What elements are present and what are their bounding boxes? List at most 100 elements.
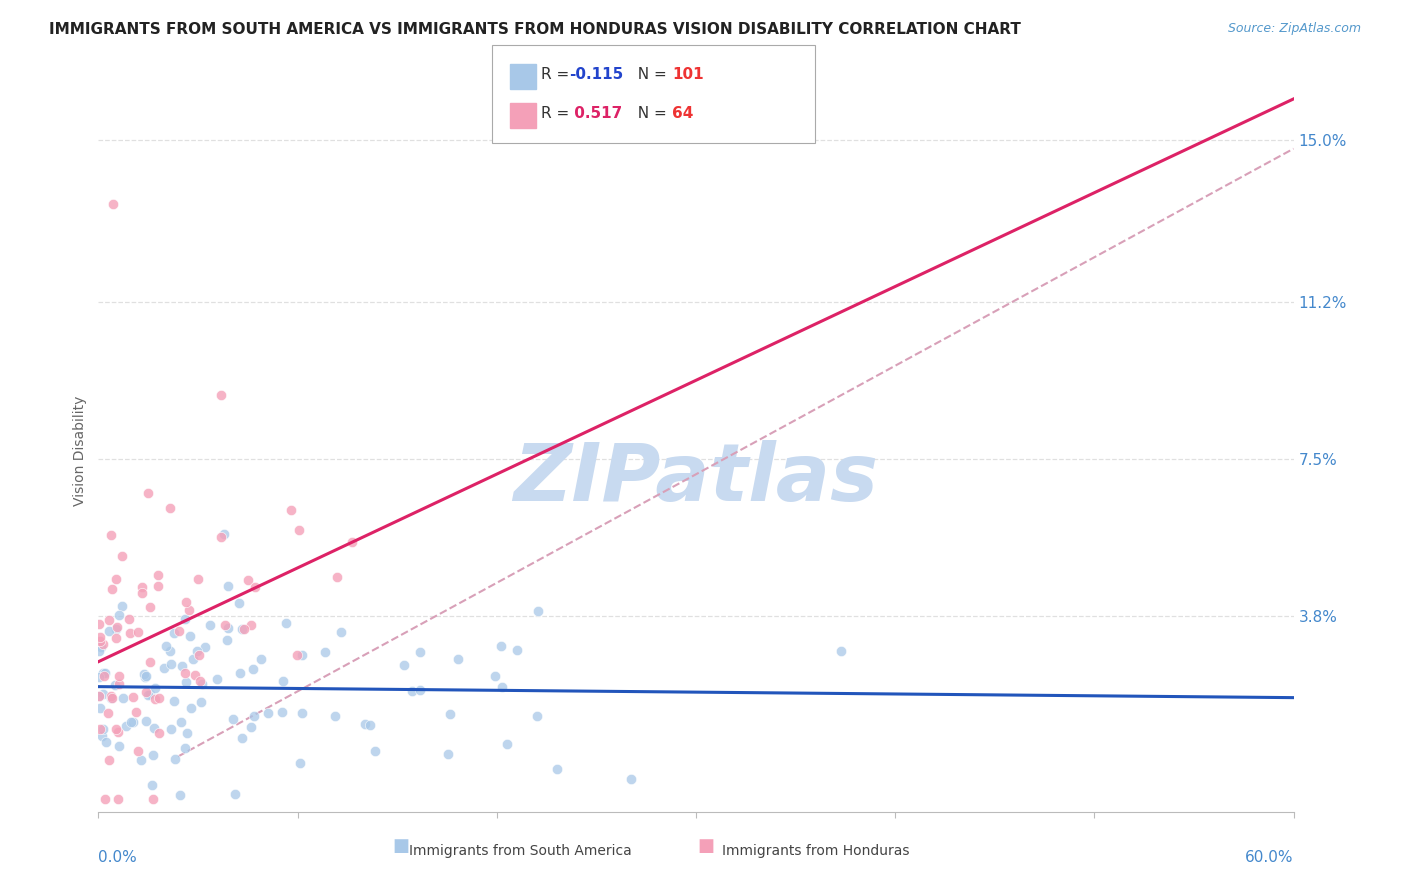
Point	[122, 714, 145, 729]
Point	[165, 752, 187, 766]
Point	[100, 691, 122, 706]
Point	[159, 500, 181, 515]
Point	[120, 714, 142, 729]
Point	[108, 677, 131, 691]
Point	[242, 708, 264, 723]
Point	[89, 633, 111, 648]
Point	[120, 625, 142, 640]
Point	[489, 639, 512, 653]
Point	[176, 595, 198, 609]
Point	[177, 603, 200, 617]
Point	[484, 669, 506, 683]
Point	[159, 644, 181, 658]
Point	[439, 706, 461, 721]
Point	[276, 615, 298, 630]
Point	[495, 737, 517, 751]
Point	[143, 681, 166, 695]
Point	[114, 719, 136, 733]
Point	[190, 695, 212, 709]
Point	[167, 624, 190, 638]
Point	[163, 625, 186, 640]
Point	[228, 596, 250, 610]
Point	[160, 657, 183, 671]
Point	[90, 640, 112, 654]
Point	[359, 718, 381, 732]
Point	[111, 599, 134, 613]
Point	[330, 624, 353, 639]
Point	[447, 651, 470, 665]
Point	[146, 578, 169, 592]
Point	[190, 677, 212, 691]
Text: ■: ■	[697, 837, 714, 855]
Point	[170, 715, 193, 730]
Text: ZIPatlas: ZIPatlas	[513, 441, 879, 518]
Point	[271, 706, 294, 720]
Text: 0.517: 0.517	[569, 106, 623, 120]
Point	[172, 659, 194, 673]
Point	[174, 665, 197, 680]
Point	[214, 618, 236, 632]
Point	[214, 526, 236, 541]
Point	[242, 662, 264, 676]
Point	[105, 722, 128, 736]
Point	[148, 690, 170, 705]
Point	[129, 754, 152, 768]
Text: R =: R =	[541, 67, 575, 81]
Point	[107, 792, 129, 806]
Text: 60.0%: 60.0%	[1246, 850, 1294, 865]
Point	[87, 644, 110, 658]
Point	[96, 735, 118, 749]
Point	[401, 684, 423, 698]
Point	[104, 631, 127, 645]
Point	[271, 674, 294, 689]
Text: ■: ■	[392, 837, 409, 855]
Point	[89, 670, 111, 684]
Point	[173, 740, 195, 755]
Point	[91, 722, 114, 736]
Point	[146, 567, 169, 582]
Point	[122, 690, 145, 704]
Point	[118, 612, 141, 626]
Point	[176, 726, 198, 740]
Point	[136, 688, 159, 702]
Point	[240, 618, 263, 632]
Point	[91, 687, 114, 701]
Point	[131, 586, 153, 600]
Text: Immigrants from Honduras: Immigrants from Honduras	[721, 844, 910, 858]
Point	[135, 714, 157, 728]
Text: R =: R =	[541, 106, 575, 120]
Point	[139, 687, 162, 701]
Point	[256, 706, 278, 721]
Point	[97, 613, 120, 627]
Point	[527, 604, 550, 618]
Point	[409, 645, 432, 659]
Text: 101: 101	[672, 67, 703, 81]
Point	[209, 388, 232, 402]
Point	[506, 642, 529, 657]
Point	[125, 705, 148, 719]
Point	[111, 690, 134, 705]
Point	[142, 792, 165, 806]
Point	[187, 648, 209, 663]
Point	[180, 700, 202, 714]
Point	[127, 625, 149, 640]
Point	[238, 573, 260, 587]
Point	[103, 197, 125, 211]
Point	[526, 709, 548, 723]
Point	[620, 772, 643, 786]
Point	[108, 739, 131, 753]
Point	[101, 690, 124, 705]
Point	[91, 729, 114, 743]
Point	[250, 651, 273, 665]
Point	[104, 622, 127, 636]
Point	[217, 579, 239, 593]
Point	[187, 572, 209, 586]
Point	[134, 670, 156, 684]
Point	[184, 668, 207, 682]
Text: 64: 64	[672, 106, 693, 120]
Point	[105, 620, 128, 634]
Point	[97, 706, 120, 720]
Text: N =: N =	[628, 67, 672, 81]
Point	[107, 725, 129, 739]
Point	[94, 665, 117, 680]
